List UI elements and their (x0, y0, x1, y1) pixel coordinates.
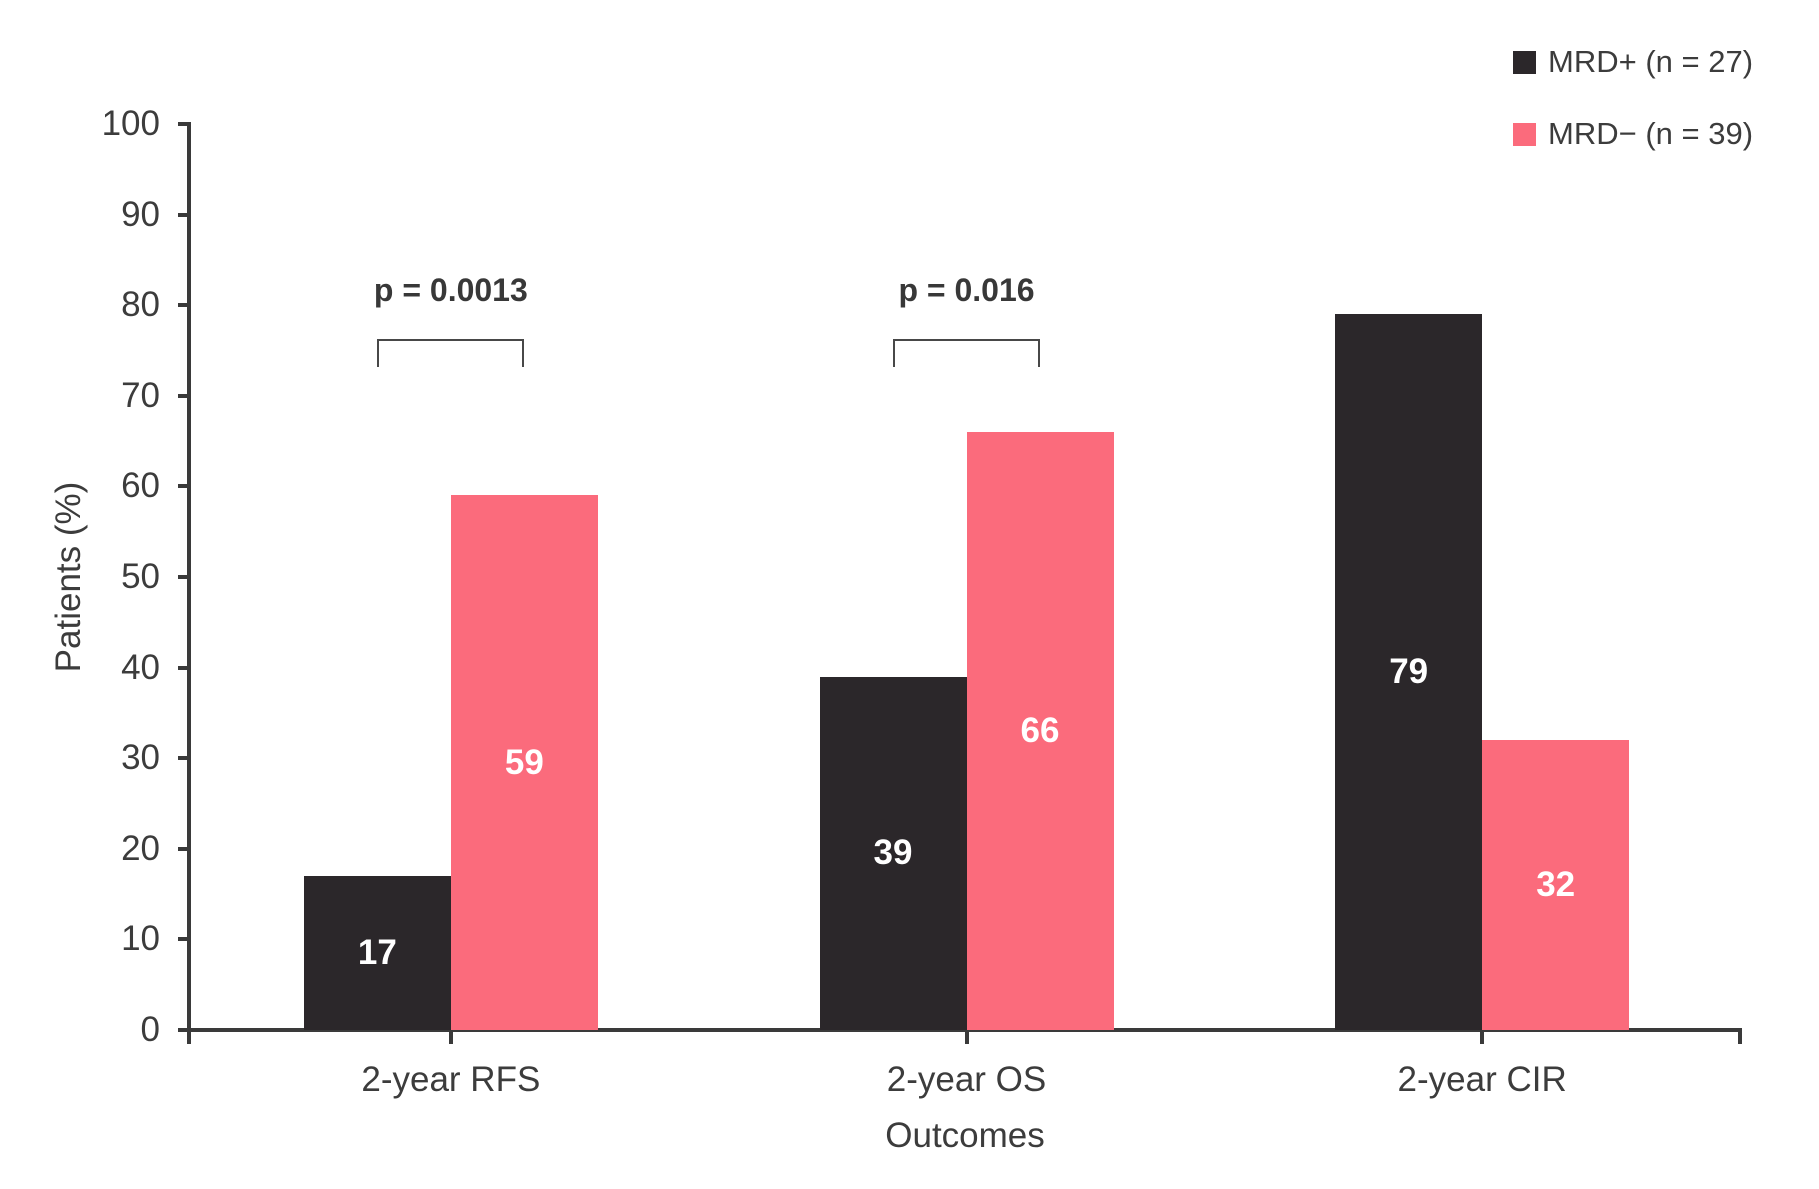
y-tick (178, 393, 191, 398)
y-tick-label: 70 (121, 375, 160, 415)
bar (450, 495, 598, 1030)
bar (966, 432, 1114, 1030)
bar-value-label: 79 (1389, 652, 1429, 692)
y-tick-label: 90 (121, 194, 160, 234)
legend-label: MRD− (n = 39) (1548, 116, 1754, 151)
y-tick-label: 20 (121, 828, 160, 868)
bar-value-label: 66 (1020, 711, 1060, 751)
x-tick (964, 1032, 969, 1044)
legend-item: MRD− (n = 39) (1513, 116, 1753, 152)
significance-bracket (893, 339, 1040, 341)
bar (1482, 740, 1630, 1030)
y-tick-label: 10 (121, 919, 160, 959)
y-axis-title: Patients (%) (49, 481, 88, 673)
x-tick (448, 1032, 453, 1044)
x-category-label: 2-year RFS (361, 1060, 541, 1099)
x-tick (1480, 1032, 1485, 1044)
significance-bracket-tip (377, 339, 380, 367)
y-axis-line (187, 122, 191, 1044)
y-tick-label: 80 (121, 285, 160, 325)
p-value-label: p = 0.0013 (373, 272, 528, 308)
y-tick (178, 1028, 191, 1032)
x-category-label: 2-year OS (886, 1060, 1047, 1099)
y-tick (178, 756, 191, 761)
y-tick-label: 60 (121, 466, 160, 506)
y-tick (178, 665, 191, 670)
bar-value-label: 39 (873, 833, 913, 873)
y-tick (178, 575, 191, 579)
y-tick-label: 30 (121, 738, 160, 778)
legend: MRD+ (n = 27) MRD− (n = 39) (1513, 44, 1753, 188)
y-tick-label: 50 (121, 557, 160, 596)
legend-item: MRD+ (n = 27) (1513, 44, 1753, 80)
y-tick (178, 484, 191, 489)
bar (303, 875, 451, 1030)
legend-label: MRD+ (n = 27) (1548, 44, 1754, 79)
significance-bracket-tip (1038, 339, 1040, 367)
bar (1335, 314, 1483, 1030)
significance-bracket-tip (522, 339, 525, 367)
y-tick (178, 212, 191, 217)
legend-swatch (1513, 50, 1536, 74)
legend-swatch (1513, 122, 1536, 146)
y-tick-label: 0 (140, 1010, 160, 1049)
y-tick (178, 846, 191, 851)
bar-value-label: 32 (1536, 865, 1576, 905)
x-axis-line (187, 1028, 1742, 1032)
x-tick (1738, 1032, 1742, 1044)
bar-value-label: 59 (504, 742, 544, 782)
x-category-label: 2-year CIR (1397, 1060, 1567, 1099)
y-tick-label: 40 (121, 647, 160, 687)
y-tick (178, 303, 191, 308)
x-axis-title: Outcomes (885, 1116, 1045, 1155)
bar (819, 676, 967, 1030)
y-tick (178, 937, 191, 942)
significance-bracket-tip (893, 339, 895, 367)
p-value-label: p = 0.016 (898, 272, 1035, 308)
significance-bracket (377, 339, 525, 341)
y-tick-label: 100 (101, 104, 160, 143)
y-tick (178, 122, 191, 126)
bar-value-label: 17 (357, 932, 397, 972)
